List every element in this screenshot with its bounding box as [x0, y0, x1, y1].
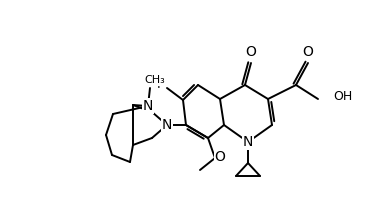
- Text: O: O: [215, 150, 225, 164]
- Text: O: O: [303, 45, 314, 59]
- Text: N: N: [143, 99, 153, 113]
- Text: CH₃: CH₃: [145, 75, 165, 85]
- Text: F: F: [156, 78, 164, 92]
- Text: N: N: [243, 135, 253, 149]
- Text: N: N: [162, 118, 172, 132]
- Text: O: O: [246, 45, 256, 59]
- Text: OH: OH: [333, 89, 352, 103]
